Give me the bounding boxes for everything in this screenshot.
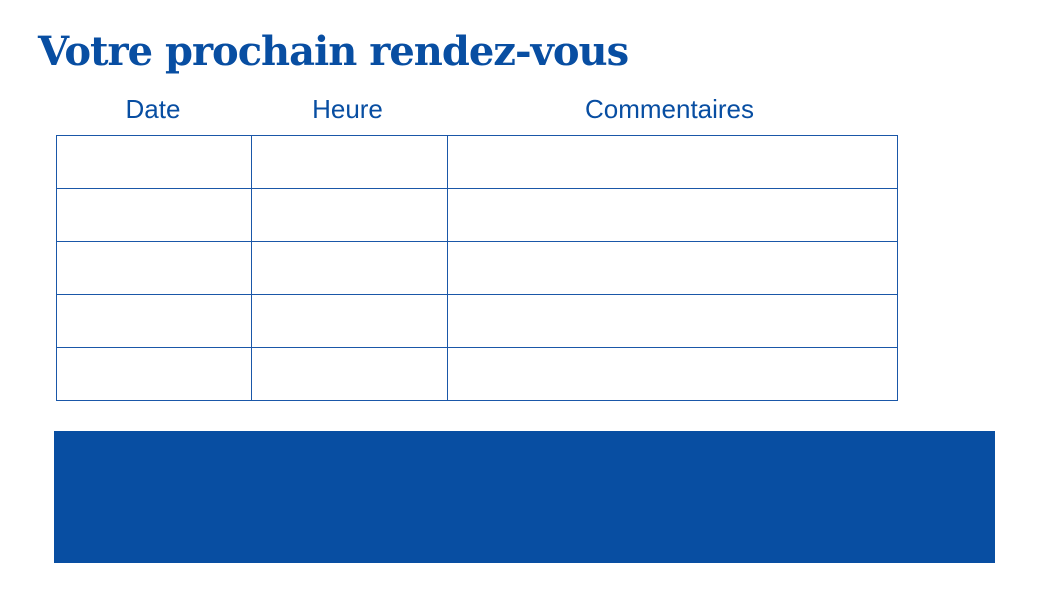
table-cell-date[interactable] — [56, 347, 252, 401]
column-header-commentaires: Commentaires — [584, 94, 755, 124]
table-cell-commentaires[interactable] — [447, 241, 898, 295]
table-cell-heure[interactable] — [251, 135, 448, 189]
table-row — [56, 135, 898, 189]
appointment-table — [56, 135, 898, 401]
table-cell-date[interactable] — [56, 294, 252, 348]
column-header-date: Date — [125, 94, 181, 124]
table-cell-date[interactable] — [56, 188, 252, 242]
table-row — [56, 241, 898, 295]
table-cell-commentaires[interactable] — [447, 188, 898, 242]
table-cell-heure[interactable] — [251, 188, 448, 242]
table-cell-commentaires[interactable] — [447, 347, 898, 401]
table-cell-heure[interactable] — [251, 241, 448, 295]
table-cell-heure[interactable] — [251, 294, 448, 348]
table-row — [56, 188, 898, 242]
column-header-heure: Heure — [312, 94, 383, 124]
table-cell-date[interactable] — [56, 241, 252, 295]
table-cell-commentaires[interactable] — [447, 135, 898, 189]
table-cell-heure[interactable] — [251, 347, 448, 401]
footer-band — [54, 431, 995, 563]
table-cell-commentaires[interactable] — [447, 294, 898, 348]
page-title: Votre prochain rendez-vous — [38, 28, 629, 75]
table-row — [56, 347, 898, 401]
table-cell-date[interactable] — [56, 135, 252, 189]
table-row — [56, 294, 898, 348]
